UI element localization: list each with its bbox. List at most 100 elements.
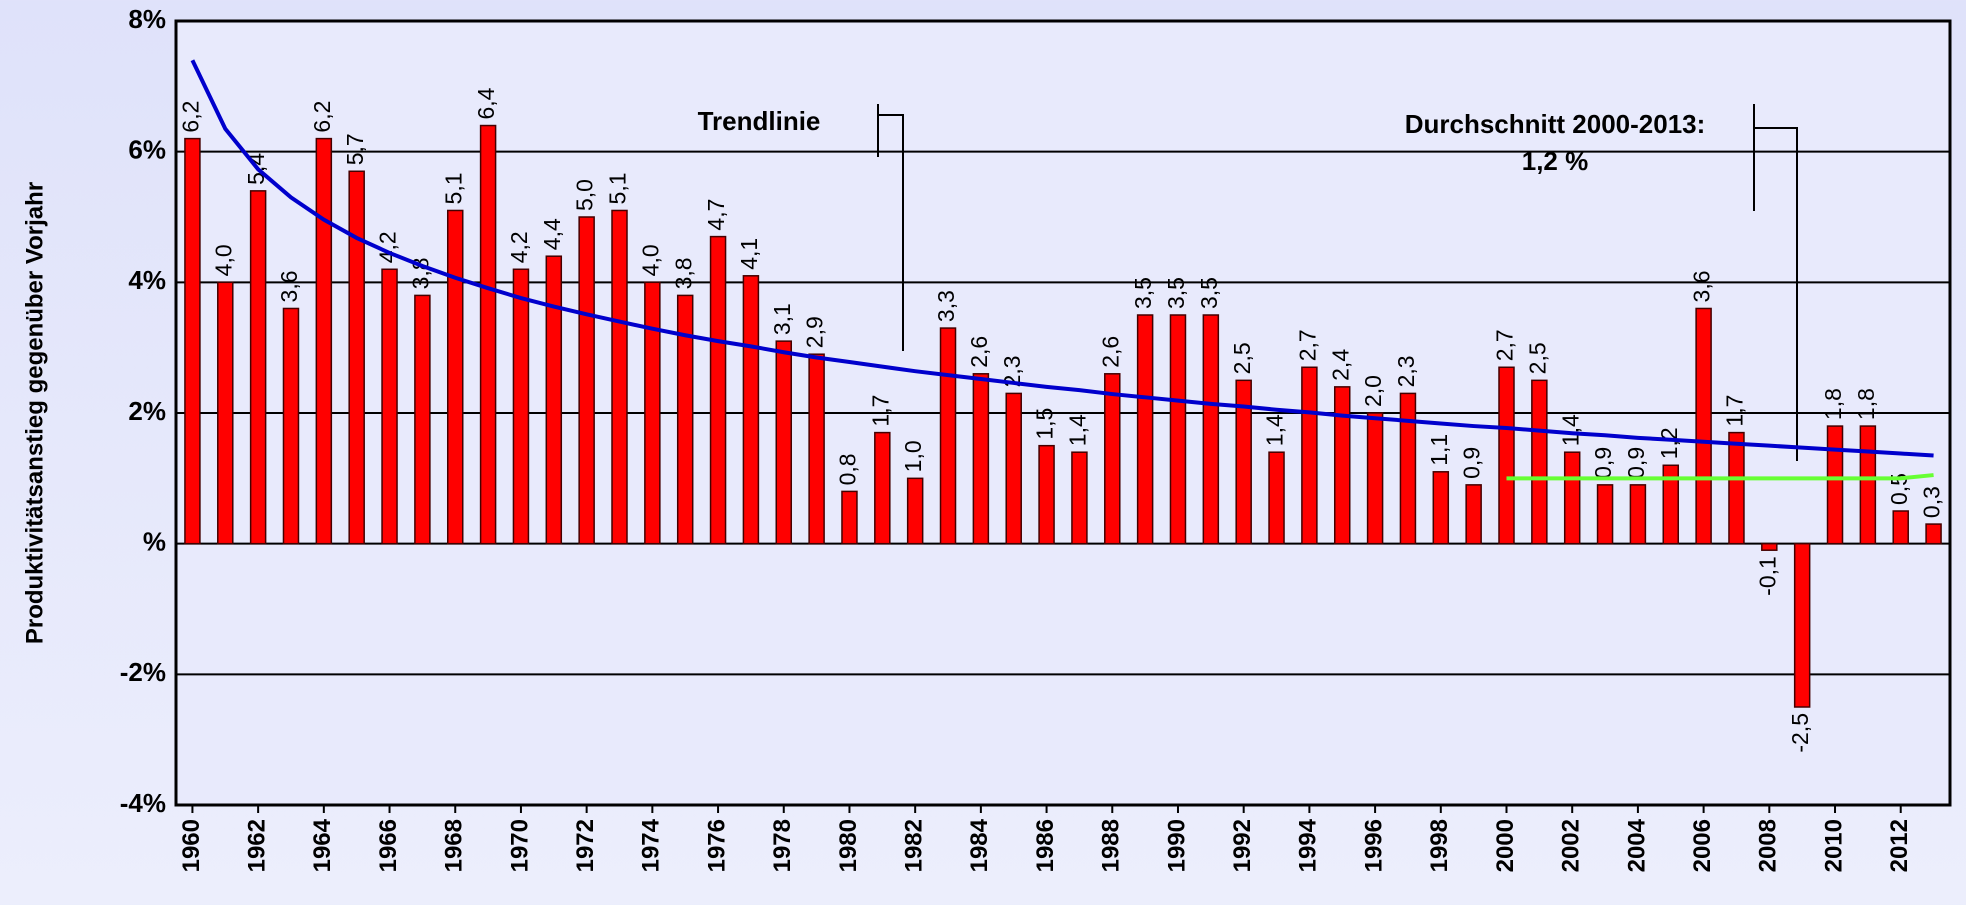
bar <box>381 268 398 545</box>
line-series <box>1506 473 1934 481</box>
bar <box>1268 451 1285 545</box>
x-tick-label: 1998 <box>1426 819 1453 872</box>
bar <box>1695 307 1712 545</box>
value-label: 2,6 <box>966 336 992 368</box>
x-tick-label: 1990 <box>1163 819 1190 872</box>
value-label: 4,7 <box>703 199 729 231</box>
bar <box>874 431 891 545</box>
value-label: 0,9 <box>1623 447 1649 479</box>
bar <box>282 307 300 545</box>
y-axis-title: Produktivitätsanstieg gegenüber Vorjahr <box>21 182 48 644</box>
x-tick-label: 1970 <box>506 819 533 872</box>
bar <box>578 216 595 545</box>
value-label: 0,8 <box>835 453 861 485</box>
x-tick-label: 1980 <box>835 819 862 872</box>
bar <box>1235 379 1252 545</box>
value-label: 2,5 <box>1524 342 1550 374</box>
y-tick-label: -2% <box>120 657 166 687</box>
value-label: 2,9 <box>802 316 828 348</box>
bar <box>676 294 694 545</box>
value-label: 6,4 <box>473 87 499 119</box>
bar <box>1793 542 1811 708</box>
value-label: 2,7 <box>1492 329 1518 361</box>
bar <box>644 281 661 545</box>
x-tick-label: 1966 <box>375 819 402 872</box>
value-label: 3,3 <box>933 290 959 322</box>
x-tick-label: 1984 <box>966 818 993 872</box>
bar <box>775 340 793 545</box>
bar <box>742 275 760 545</box>
bar <box>808 353 825 545</box>
bar <box>841 490 858 545</box>
annotation: Durchschnitt 2000-2013: <box>1405 109 1706 139</box>
bar <box>545 255 563 545</box>
y-tick-label: % <box>143 527 166 557</box>
value-label: 2,7 <box>1294 329 1320 361</box>
value-label: 3,5 <box>1130 277 1156 309</box>
value-label: 0,9 <box>1590 447 1616 479</box>
value-label: 1,8 <box>1853 388 1879 420</box>
bar <box>906 477 924 545</box>
value-label: 4,2 <box>506 231 532 263</box>
x-tick-label: 1962 <box>243 819 270 872</box>
value-label: 2,6 <box>1097 336 1123 368</box>
value-label: 1,2 <box>1656 427 1682 459</box>
bar <box>1301 366 1318 545</box>
x-tick-label: 1996 <box>1360 819 1387 872</box>
value-label: 1,7 <box>1722 395 1748 427</box>
value-label: -2,5 <box>1787 713 1813 753</box>
x-tick-label: 1972 <box>572 819 599 872</box>
value-label: 3,5 <box>1163 277 1189 309</box>
value-label: 5,7 <box>342 133 368 165</box>
x-tick-label: 2000 <box>1492 819 1519 872</box>
bar <box>1169 314 1187 545</box>
value-label: 1,5 <box>1032 408 1058 440</box>
line-series <box>190 59 1934 458</box>
value-label: 2,5 <box>1229 342 1255 374</box>
value-label: 1,0 <box>900 440 926 472</box>
annotation-brackets <box>877 104 1798 461</box>
value-label: 1,4 <box>1065 414 1091 446</box>
bar <box>611 209 628 545</box>
value-label: 4,4 <box>539 218 565 250</box>
value-label: 5,1 <box>605 172 631 204</box>
value-label: 4,0 <box>637 244 663 276</box>
bar <box>1399 392 1417 545</box>
bar <box>1005 392 1022 545</box>
value-label: 2,4 <box>1327 349 1353 381</box>
value-label: 5,1 <box>440 172 466 204</box>
value-label: 2,3 <box>1393 355 1419 387</box>
bar <box>1432 471 1450 545</box>
x-tick-label: 2004 <box>1623 818 1650 872</box>
bar <box>1531 379 1548 545</box>
value-label: 4,1 <box>736 238 762 270</box>
bar <box>939 327 957 545</box>
x-tick-label: 2012 <box>1886 819 1913 872</box>
bar <box>1563 451 1581 545</box>
bar <box>709 235 727 545</box>
x-tick-label: 1988 <box>1098 819 1125 872</box>
y-tick-label: 8% <box>128 4 166 34</box>
value-label: 1,8 <box>1820 388 1846 420</box>
value-label: 6,2 <box>178 101 204 133</box>
x-tick-label: 1994 <box>1295 818 1322 872</box>
bar <box>249 190 267 545</box>
y-tick-label: 4% <box>128 265 166 295</box>
value-label: 0,3 <box>1919 486 1945 518</box>
x-tick-label: 2010 <box>1820 819 1847 872</box>
annotation: 1,2 % <box>1522 146 1589 176</box>
x-tick-label: 1978 <box>769 819 796 872</box>
bar <box>1925 523 1942 545</box>
bar <box>512 268 530 545</box>
bar <box>1826 425 1844 545</box>
bracket <box>1753 104 1798 461</box>
x-tick-label: 1974 <box>638 818 665 872</box>
value-label: 3,5 <box>1196 277 1222 309</box>
value-label: 4,0 <box>210 244 236 276</box>
bar <box>1596 484 1614 545</box>
bar <box>348 170 365 545</box>
value-label: 6,2 <box>309 101 335 133</box>
bar <box>1136 314 1154 545</box>
value-label: 5,0 <box>572 179 598 211</box>
